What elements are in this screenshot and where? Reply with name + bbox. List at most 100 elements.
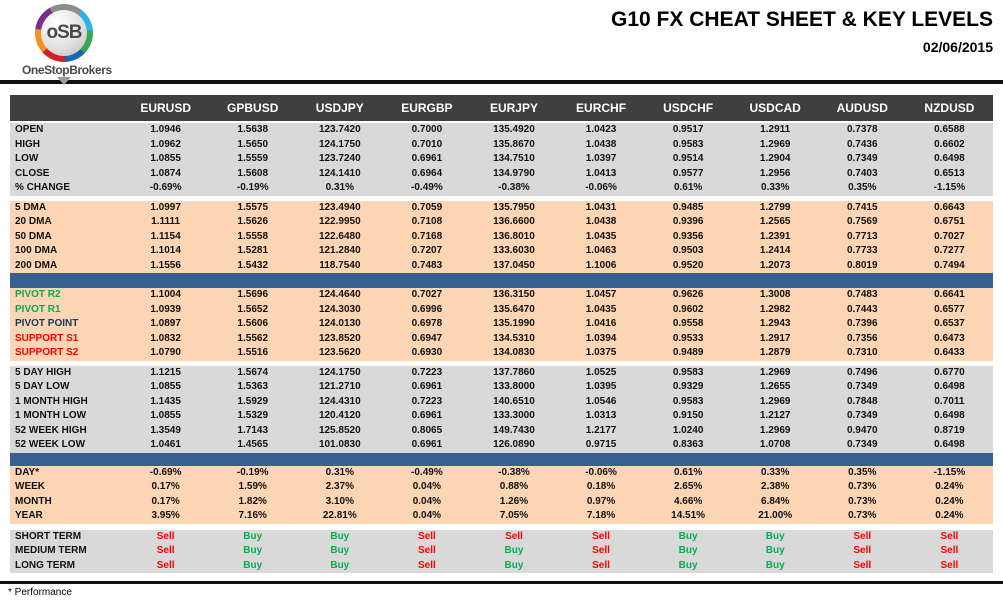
cell-value: 1.2917 <box>731 331 819 346</box>
cell-value: 0.9503 <box>644 244 732 259</box>
cell-value: 0.6643 <box>905 200 993 215</box>
cell-value: 136.3150 <box>470 288 558 303</box>
cell-value: 1.2565 <box>731 215 819 230</box>
column-header-row: EURUSD GPBUSD USDJPY EURGBP EURJPY EURCHF USDC… <box>10 95 993 123</box>
cell-value: -0.19% <box>209 465 297 480</box>
cell-value: 1.2969 <box>731 423 819 438</box>
row-label: LONG TERM <box>10 558 123 573</box>
cell-value: 0.7010 <box>383 137 471 152</box>
table-row-20-dma: 20 DMA 1.1111 1.5626 122.9950 0.7108 136.6600… <box>10 215 993 230</box>
cell-value: 4.66% <box>644 494 732 509</box>
table-row-medium-term: MEDIUM TERM Sell Buy Buy Sell Buy Sell Buy Buy Se… <box>10 544 993 559</box>
cell-value: 0.8019 <box>818 258 906 273</box>
cell-value: -0.38% <box>470 465 558 480</box>
table-row-200-dma: 200 DMA 1.1556 1.5432 118.7540 0.7483 137.045… <box>10 258 993 273</box>
cell-value: 124.1750 <box>296 365 384 380</box>
cell-value: 1.2904 <box>731 152 819 167</box>
cell-value: 1.26% <box>470 494 558 509</box>
cell-value: 21.00% <box>731 509 819 524</box>
cell-value: 0.6498 <box>905 438 993 453</box>
cell-value: 0.7349 <box>818 438 906 453</box>
cell-value: 1.0832 <box>122 331 210 346</box>
cell-value: 0.35% <box>818 181 906 196</box>
footer-divider <box>0 581 1003 584</box>
cell-value: 123.5620 <box>296 346 384 361</box>
cell-value: 1.2879 <box>731 346 819 361</box>
cell-value: 1.2414 <box>731 244 819 259</box>
table-row-5-day-low: 5 DAY LOW 1.0855 1.5363 121.2710 0.6961 133.8… <box>10 380 993 395</box>
cell-value: 1.2969 <box>731 394 819 409</box>
cell-value: -0.69% <box>122 465 210 480</box>
row-label: CLOSE <box>10 166 123 181</box>
cell-value: 0.7108 <box>383 215 471 230</box>
cell-value: 0.7027 <box>383 288 471 303</box>
cell-value: 0.7494 <box>905 258 993 273</box>
cell-value: 0.7483 <box>383 258 471 273</box>
cell-value: 0.73% <box>818 509 906 524</box>
cell-value: 1.2956 <box>731 166 819 181</box>
cell-value: 124.4310 <box>296 394 384 409</box>
cell-value: 118.7540 <box>296 258 384 273</box>
cell-value: 126.0890 <box>470 438 558 453</box>
cell-value: 0.6751 <box>905 215 993 230</box>
separator-bar-fill <box>10 273 993 288</box>
cell-value: 0.18% <box>557 480 645 495</box>
row-label: OPEN <box>10 122 123 138</box>
cell-value: 22.81% <box>296 509 384 524</box>
cell-value: 0.9602 <box>644 302 732 317</box>
row-label: HIGH <box>10 137 123 152</box>
cell-value: 1.2177 <box>557 423 645 438</box>
cell-value: Buy <box>644 529 732 544</box>
cell-value: 0.9520 <box>644 258 732 273</box>
cell-value: 1.2969 <box>731 137 819 152</box>
cell-value: 1.7143 <box>209 423 297 438</box>
cell-value: 0.6641 <box>905 288 993 303</box>
table-row-5-dma: 5 DMA 1.0997 1.5575 123.4940 0.7059 135.7950 1… <box>10 200 993 215</box>
cell-value: 101.0830 <box>296 438 384 453</box>
cell-value: 1.0457 <box>557 288 645 303</box>
cell-value: 133.6030 <box>470 244 558 259</box>
spacer-fill <box>10 523 993 530</box>
row-label: PIVOT R1 <box>10 302 123 317</box>
cell-value: 1.5606 <box>209 317 297 332</box>
cell-value: 1.5608 <box>209 166 297 181</box>
title-block: G10 FX CHEAT SHEET & KEY LEVELS 02/06/20… <box>611 8 993 55</box>
row-label: PIVOT R2 <box>10 288 123 303</box>
cell-value: 125.8520 <box>296 423 384 438</box>
spacer-row <box>10 523 993 530</box>
cell-value: 1.2799 <box>731 200 819 215</box>
cell-value: 1.0546 <box>557 394 645 409</box>
cell-value: 1.1111 <box>122 215 210 230</box>
cell-value: Sell <box>905 544 993 559</box>
cell-value: 1.2982 <box>731 302 819 317</box>
cell-value: 0.9577 <box>644 166 732 181</box>
cell-value: 1.5650 <box>209 137 297 152</box>
cell-value: 0.7223 <box>383 394 471 409</box>
cell-value: 122.9950 <box>296 215 384 230</box>
page-title: G10 FX CHEAT SHEET & KEY LEVELS <box>611 8 993 31</box>
cell-value: 0.17% <box>122 494 210 509</box>
row-label: YEAR <box>10 509 123 524</box>
cell-value: 1.5638 <box>209 122 297 138</box>
cell-value: Sell <box>470 529 558 544</box>
cell-value: 0.8719 <box>905 423 993 438</box>
table-row-month: MONTH 0.17% 1.82% 3.10% 0.04% 1.26% 0.97% 4.66%… <box>10 494 993 509</box>
cell-value: Buy <box>209 558 297 573</box>
cell-value: Sell <box>383 558 471 573</box>
cell-value: 1.0855 <box>122 380 210 395</box>
cell-value: 1.0997 <box>122 200 210 215</box>
cell-value: -0.49% <box>383 181 471 196</box>
corner-cell <box>10 95 123 123</box>
cell-value: Sell <box>383 544 471 559</box>
cell-value: 135.1990 <box>470 317 558 332</box>
cell-value: 134.7510 <box>470 152 558 167</box>
cell-value: 0.97% <box>557 494 645 509</box>
cell-value: 1.5626 <box>209 215 297 230</box>
cell-value: 0.73% <box>818 480 906 495</box>
cell-value: 0.7356 <box>818 331 906 346</box>
cell-value: 0.61% <box>644 465 732 480</box>
cell-value: 1.5516 <box>209 346 297 361</box>
cell-value: 0.9517 <box>644 122 732 138</box>
spacer-row <box>10 195 993 201</box>
cell-value: 0.9583 <box>644 137 732 152</box>
